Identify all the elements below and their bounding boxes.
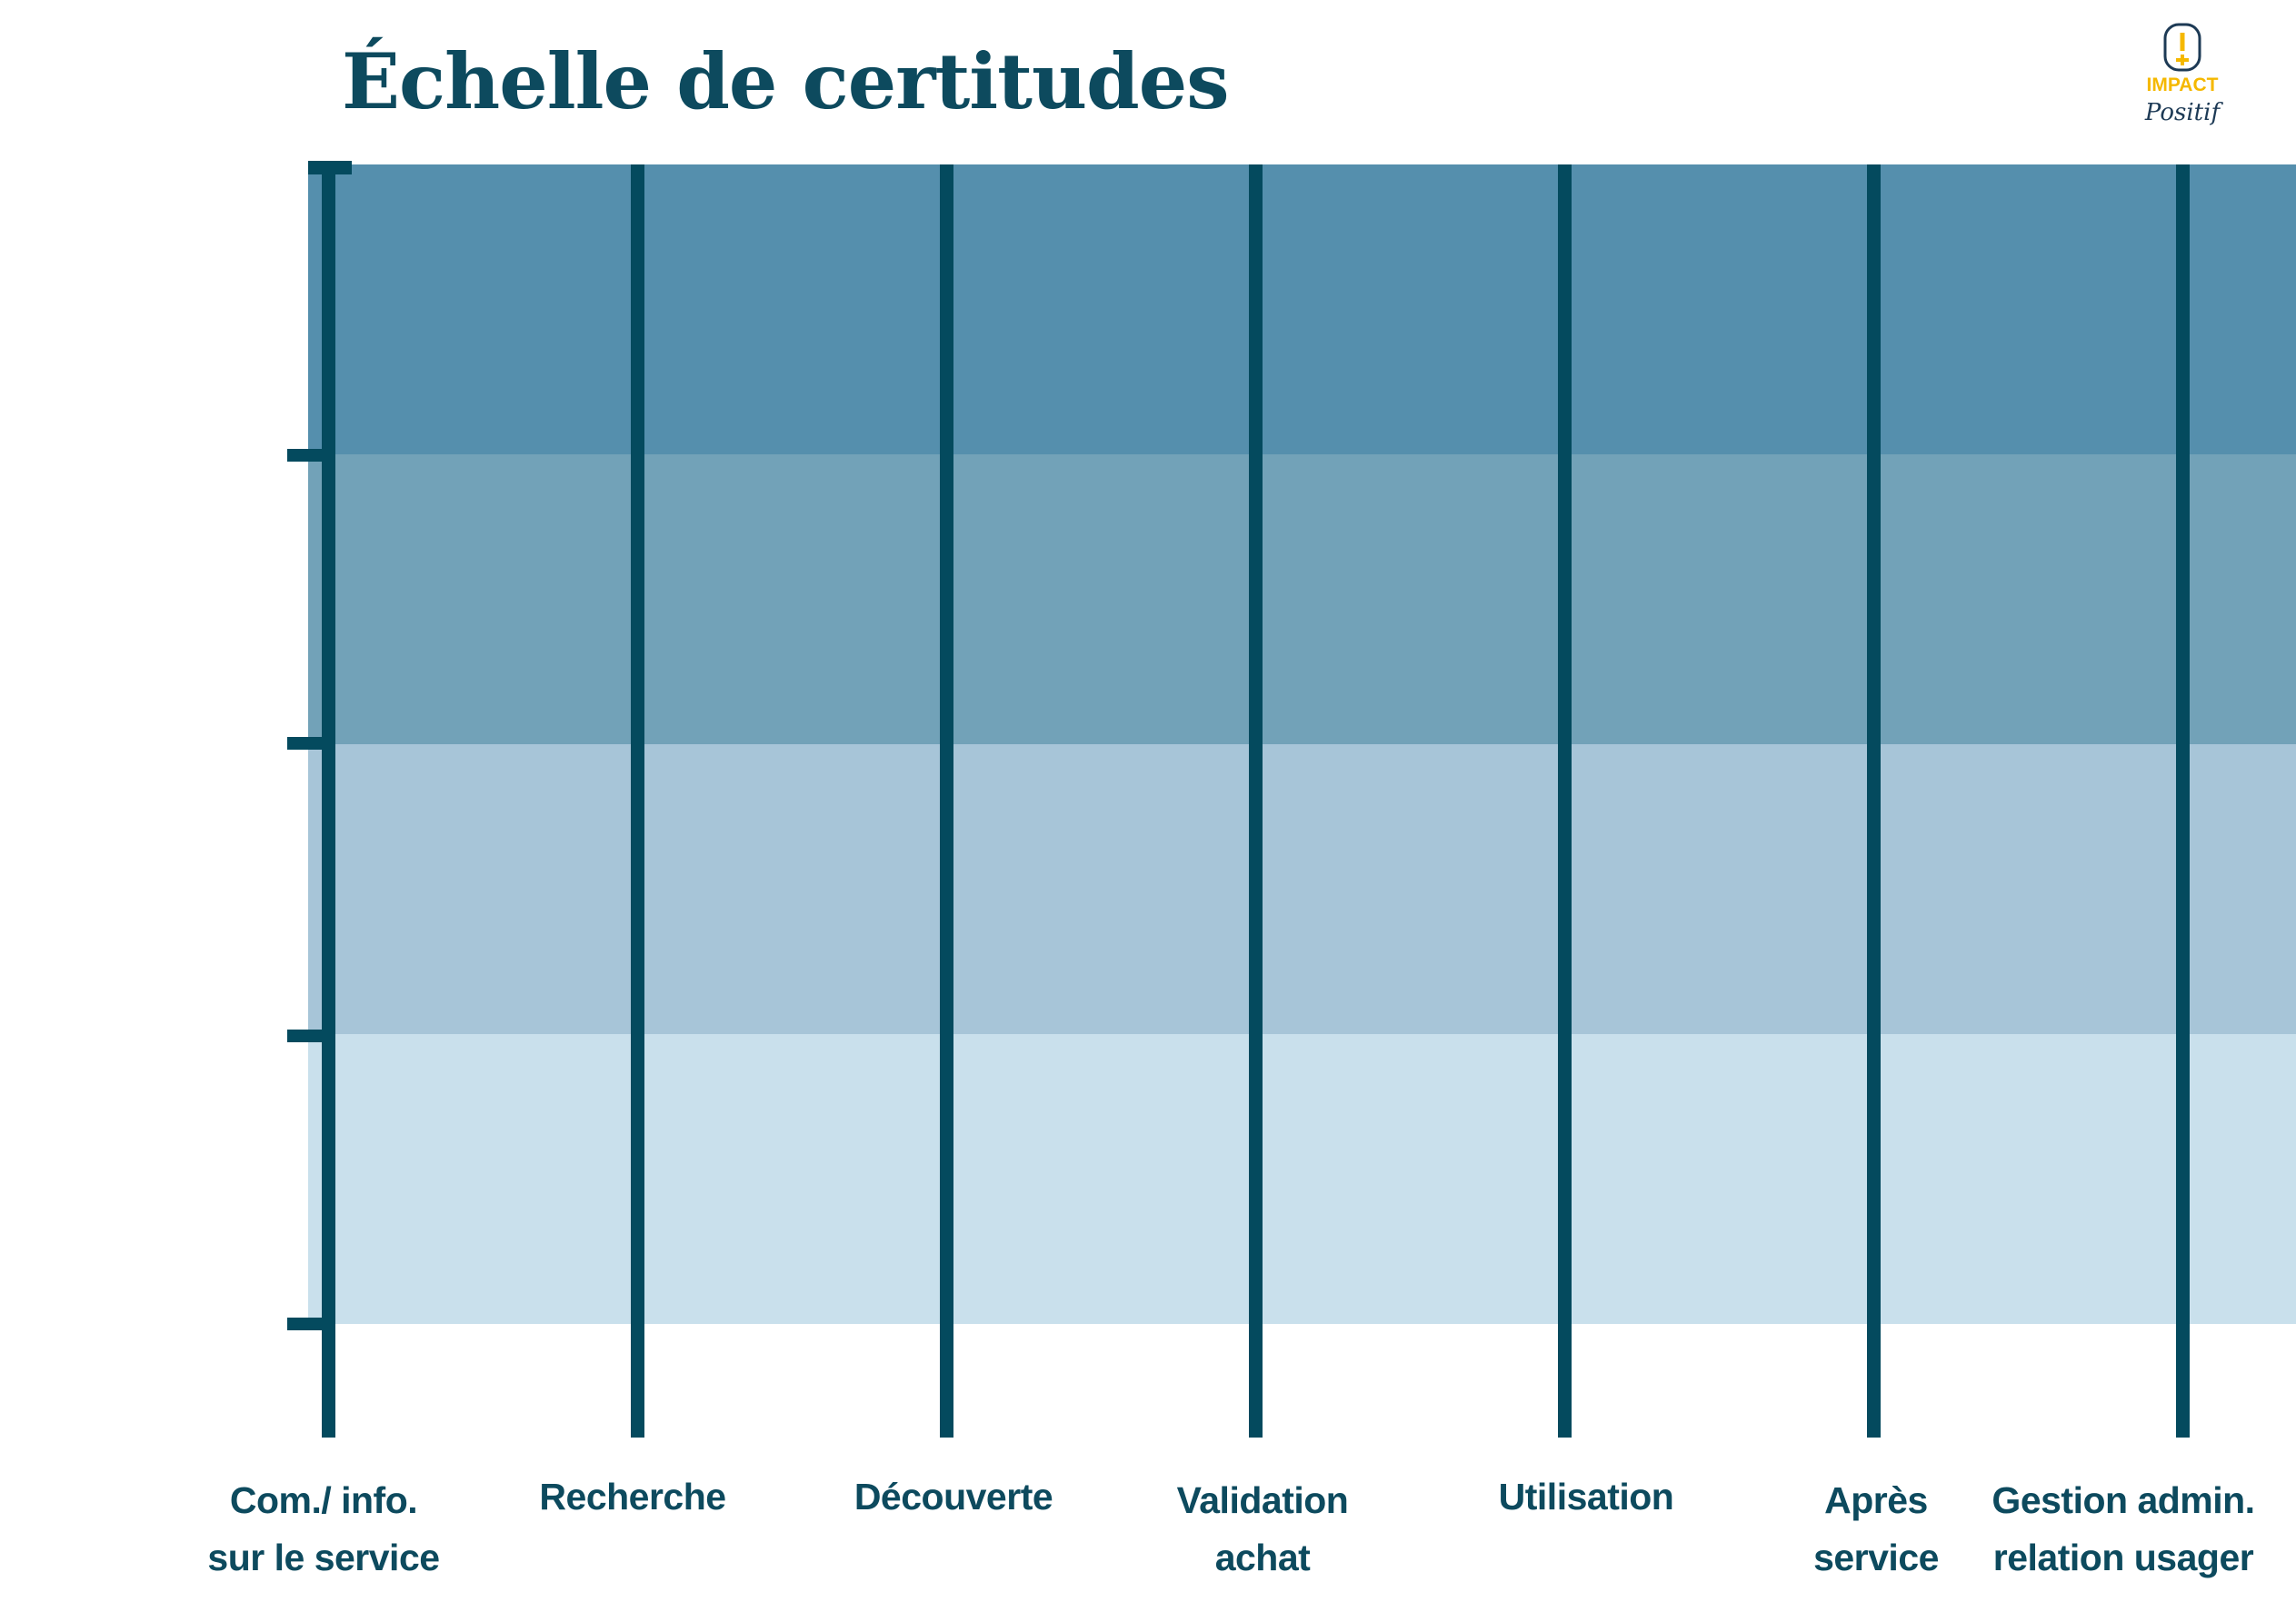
certainty-band-4 [308, 1034, 2296, 1324]
impact-positif-logo: IMPACT Positif [2144, 23, 2224, 126]
svg-text:IMPACT: IMPACT [2147, 75, 2219, 95]
stage-label-line: achat [1214, 1537, 1311, 1578]
stage-label-recherche: Recherche [487, 1468, 778, 1526]
stage-label-line: service [1813, 1537, 1939, 1578]
certainty-band-1 [308, 164, 2296, 454]
axis-tick [287, 737, 328, 750]
axis-tick [287, 1318, 328, 1330]
stage-label-apres-service: Après service [1794, 1472, 1958, 1587]
stage-label-line: Après [1824, 1479, 1928, 1521]
certainty-band-3 [308, 744, 2296, 1034]
stage-label-line: Découverte [854, 1476, 1053, 1518]
stage-label-line: Utilisation [1498, 1476, 1674, 1518]
stage-line-2 [631, 164, 644, 1438]
stage-label-line: sur le service [207, 1537, 440, 1578]
stage-label-line: relation usager [1992, 1537, 2254, 1578]
axis-tick [287, 449, 328, 462]
stage-line-5 [1558, 164, 1572, 1438]
stage-label-decouverte: Découverte [808, 1468, 1099, 1526]
page-title: Échelle de certitudes [342, 36, 1230, 126]
stage-label-line: Gestion admin. [1992, 1479, 2255, 1521]
axis-tick [287, 1030, 328, 1042]
stage-line-6 [1867, 164, 1881, 1438]
svg-text:Positif: Positif [2144, 99, 2224, 126]
stage-label-line: Recherche [539, 1476, 726, 1518]
stage-label-gestion-admin: Gestion admin. relation usager [1969, 1472, 2278, 1587]
certainty-band-2 [308, 454, 2296, 744]
stage-label-utilisation: Utilisation [1441, 1468, 1732, 1526]
stage-line-3 [940, 164, 953, 1438]
stage-line-1 [322, 164, 335, 1438]
stage-label-com-info: Com./ info. sur le service [178, 1472, 469, 1587]
stage-line-4 [1249, 164, 1263, 1438]
stage-label-line: Com./ info. [229, 1479, 418, 1521]
stage-label-validation-achat: Validation achat [1117, 1472, 1408, 1587]
stage-line-7 [2176, 164, 2190, 1438]
stage-label-line: Validation [1176, 1479, 1349, 1521]
